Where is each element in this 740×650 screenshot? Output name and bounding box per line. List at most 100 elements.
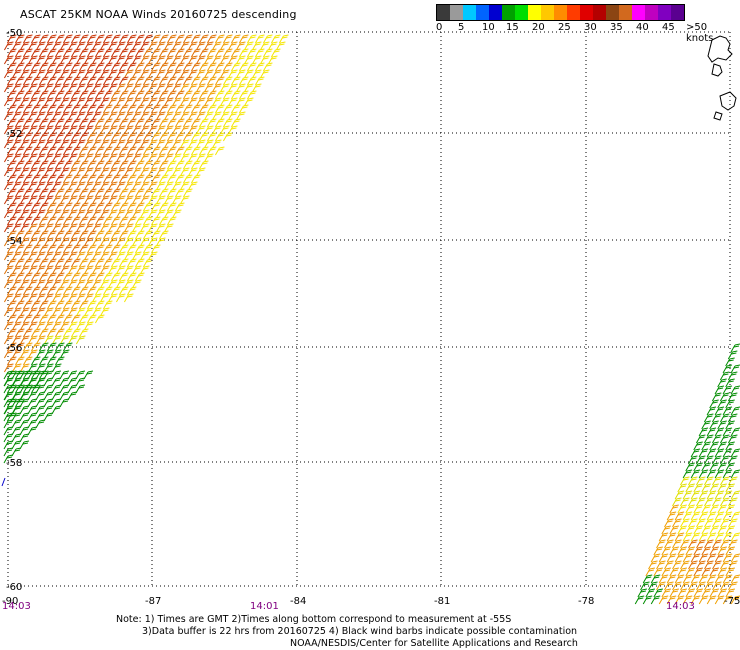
wind-barb	[155, 41, 166, 51]
wind-barb	[59, 349, 70, 359]
wind-barb	[131, 111, 142, 121]
wind-barb	[75, 251, 86, 261]
wind-barb	[3, 335, 14, 345]
wind-barb	[51, 335, 62, 345]
wind-barb	[126, 132, 137, 142]
wind-barb	[99, 279, 110, 289]
wind-barb	[83, 307, 94, 317]
wind-barb	[14, 356, 25, 366]
wind-barb	[134, 118, 145, 128]
wind-barb	[243, 41, 254, 51]
wind-barb	[46, 48, 57, 58]
wind-barb	[62, 258, 73, 268]
wind-barb	[91, 83, 102, 93]
wind-barb	[94, 188, 105, 198]
wind-barb	[115, 111, 126, 121]
wind-barb	[102, 244, 113, 254]
wind-barb	[664, 539, 674, 549]
wind-barb	[86, 272, 97, 282]
wind-barb	[174, 48, 185, 58]
wind-barb	[190, 174, 201, 184]
wind-barb	[107, 41, 118, 51]
wind-barb	[203, 111, 214, 121]
wind-barb	[46, 300, 57, 310]
wind-barb	[254, 62, 265, 72]
wind-barb	[123, 97, 134, 107]
wind-barb	[123, 55, 134, 65]
wind-barb	[19, 83, 30, 93]
wind-barb	[11, 237, 22, 247]
wind-barb	[67, 335, 78, 345]
wind-barb	[6, 216, 17, 226]
wind-barb	[182, 76, 193, 86]
wind-barb	[91, 55, 102, 65]
wind-barb	[11, 111, 22, 121]
map-grid	[7, 31, 731, 587]
wind-barb	[190, 118, 201, 128]
wind-barb	[698, 553, 709, 563]
wind-barb	[182, 132, 193, 142]
wind-barb	[75, 69, 86, 79]
wind-barb	[78, 104, 89, 114]
wind-barb	[134, 104, 145, 114]
wind-barb	[174, 62, 185, 72]
wind-barb	[118, 244, 129, 254]
wind-barb	[6, 160, 17, 170]
latitude-label: -52	[6, 129, 22, 140]
wind-barb	[126, 48, 137, 58]
wind-barb	[179, 111, 190, 121]
wind-barb	[83, 321, 94, 331]
wind-barb	[158, 118, 169, 128]
wind-barb	[680, 518, 690, 528]
wind-barb	[51, 237, 62, 247]
wind-barb	[91, 279, 102, 289]
wind-barb	[3, 370, 14, 380]
wind-barb	[86, 216, 97, 226]
wind-barb	[3, 349, 14, 359]
wind-barb	[30, 90, 41, 100]
wind-barb	[722, 595, 733, 605]
wind-barb	[78, 132, 89, 142]
wind-barb	[696, 476, 706, 486]
wind-barb	[685, 546, 695, 556]
wind-barb	[171, 195, 182, 205]
wind-barb	[262, 48, 273, 58]
wind-barb	[78, 230, 89, 240]
wind-barb	[690, 448, 701, 458]
wind-barb	[158, 216, 169, 226]
wind-barb	[703, 413, 714, 423]
wind-barb	[198, 118, 209, 128]
wind-barb	[251, 69, 262, 79]
wind-barb	[717, 504, 727, 514]
wind-barb	[658, 532, 669, 542]
wind-barb	[46, 216, 57, 226]
wind-barb	[206, 146, 217, 156]
wind-barb	[110, 188, 121, 198]
wind-barb	[171, 167, 182, 177]
wind-barb	[139, 195, 150, 205]
wind-barb	[67, 251, 78, 261]
wind-barb	[155, 55, 166, 65]
wind-barb	[54, 356, 65, 366]
wind-barb	[22, 34, 33, 44]
wind-barb	[714, 427, 725, 437]
wind-barb	[714, 511, 725, 521]
wind-barb	[714, 406, 725, 416]
wind-barb	[102, 132, 113, 142]
latitude-label: -58	[6, 458, 22, 469]
wind-barb	[59, 307, 70, 317]
wind-barb	[94, 244, 105, 254]
wind-barb	[214, 34, 225, 44]
wind-barb	[110, 174, 121, 184]
wind-barb	[171, 153, 182, 163]
wind-barb	[107, 83, 118, 93]
wind-barb	[712, 497, 722, 507]
wind-barb	[235, 41, 246, 51]
wind-barb	[690, 553, 701, 563]
wind-speed-legend: 0 5 10 15 20 25 30 35 40 45 >50 knots	[436, 4, 736, 44]
wind-barb	[46, 76, 57, 86]
wind-barb	[158, 132, 169, 142]
wind-barb	[142, 174, 153, 184]
wind-barb	[690, 490, 701, 500]
wind-barb	[38, 244, 49, 254]
